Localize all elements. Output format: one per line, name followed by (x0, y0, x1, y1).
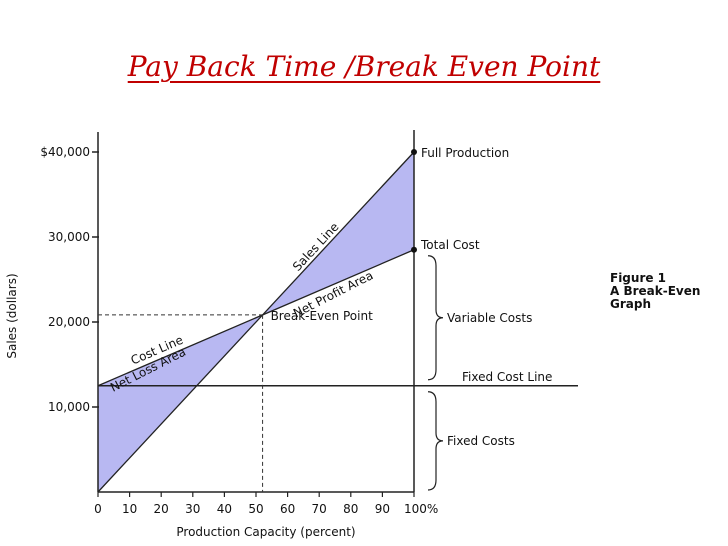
x-tick-label-10: 100% (404, 502, 438, 516)
x-tick-label-9: 90 (375, 502, 390, 516)
slide-title: Pay Back Time /Break Even Point (127, 50, 601, 83)
y-tick-label-3: $40,000 (40, 145, 90, 159)
x-tick-label-2: 20 (154, 502, 169, 516)
cost-line (97, 249, 415, 387)
full-production-point (411, 149, 417, 155)
y-tick-label-0: 10,000 (48, 400, 90, 414)
x-tick-label-4: 40 (217, 502, 232, 516)
x-tick-label-7: 70 (312, 502, 327, 516)
x-tick-label-5: 50 (248, 502, 263, 516)
fixed-costs-brace (427, 391, 444, 491)
full-production-label: Full Production (421, 146, 509, 160)
variable-costs-brace (427, 255, 444, 381)
fixed-costs-label: Fixed Costs (447, 434, 515, 448)
variable-costs-label: Variable Costs (447, 311, 532, 325)
x-axis-title: Production Capacity (percent) (176, 525, 355, 539)
x-tick-label-8: 80 (343, 502, 358, 516)
y-tick-label-2: 30,000 (48, 230, 90, 244)
figure-caption-line-1: A Break-Even (610, 284, 700, 298)
sales-line (97, 151, 415, 493)
x-tick-label-6: 60 (280, 502, 295, 516)
total-cost-point (411, 246, 417, 253)
x-tick-label-3: 30 (185, 502, 200, 516)
y-axis-title: Sales (dollars) (5, 273, 19, 358)
figure-caption-line-0: Figure 1 (610, 271, 666, 285)
y-tick-label-1: 20,000 (48, 315, 90, 329)
figure-caption-line-2: Graph (610, 297, 651, 311)
break-even-label: Break-Even Point (271, 309, 373, 323)
x-tick-label-0: 0 (94, 502, 102, 516)
x-tick-label-1: 10 (122, 502, 137, 516)
fixed-cost-line-label: Fixed Cost Line (462, 370, 552, 384)
total-cost-label: Total Cost (420, 238, 480, 252)
